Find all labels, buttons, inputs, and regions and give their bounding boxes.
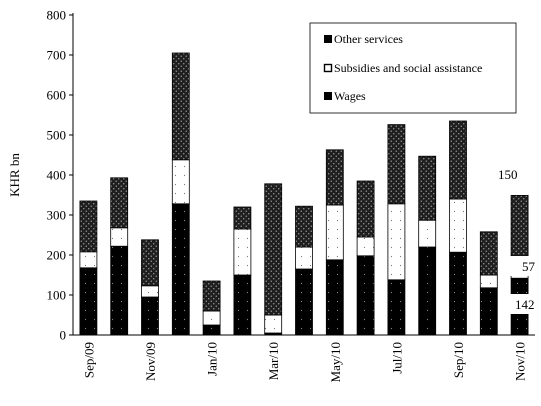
bar-subsidies-and-social-assistance-sep-09 xyxy=(79,251,98,269)
x-tick-label-nov-09: Nov/09 xyxy=(143,342,158,381)
bar-other-services-may-10 xyxy=(325,149,344,206)
y-tick-label-200: 200 xyxy=(47,248,67,263)
bar-wages-sep-10 xyxy=(449,251,467,336)
bar-subsidies-and-social-assistance-may-10 xyxy=(325,204,344,261)
bar-stack-aug-10 xyxy=(418,155,437,336)
y-tick-label-400: 400 xyxy=(47,168,67,183)
bar-other-services-dec-09 xyxy=(171,52,190,161)
legend-label-other-services: Other services xyxy=(334,32,403,46)
x-tick-label-may-10: May/10 xyxy=(328,342,343,382)
bar-subsidies-and-social-assistance-jan-10 xyxy=(202,310,221,326)
bar-stack-sep-10 xyxy=(449,120,467,336)
bar-stack-jun-10 xyxy=(356,180,375,336)
bar-wages-dec-09 xyxy=(171,203,190,336)
x-tick-label-mar-10: Mar/10 xyxy=(266,342,281,380)
legend-item-subsidies: Subsidies and social assistance xyxy=(323,61,482,75)
y-tick-label-600: 600 xyxy=(47,88,67,103)
legend-swatch-subsidies xyxy=(323,63,333,73)
bar-stack-may-10 xyxy=(325,149,344,336)
bar-stack-dec-09 xyxy=(171,52,190,336)
bar-other-services-oct-10 xyxy=(479,231,498,276)
bar-wages-jul-10 xyxy=(387,279,406,336)
bar-other-services-nov-10 xyxy=(510,194,529,256)
bar-stack-jan-10 xyxy=(202,280,221,336)
bar-stack-sep-09 xyxy=(79,200,98,336)
y-axis-label: KHR bn xyxy=(7,153,22,197)
bar-subsidies-and-social-assistance-dec-09 xyxy=(171,159,190,205)
bar-wages-jun-10 xyxy=(356,255,375,336)
legend-label-wages: Wages xyxy=(334,89,366,103)
bar-stack-oct-10 xyxy=(479,231,498,336)
annotation-other-services: 150 xyxy=(498,167,518,182)
y-tick-label-100: 100 xyxy=(47,288,67,303)
bar-wages-may-10 xyxy=(325,259,344,336)
bar-other-services-mar-10 xyxy=(264,183,283,316)
x-tick-label-jan-10: Jan/10 xyxy=(205,342,220,376)
x-tick-label-sep-10: Sep/10 xyxy=(451,342,466,378)
legend-swatch-other-services xyxy=(324,35,332,43)
legend-swatch-wages xyxy=(324,92,332,100)
bar-other-services-sep-10 xyxy=(449,120,467,200)
bar-other-services-aug-10 xyxy=(418,155,437,221)
x-tick-label-jul-10: Jul/10 xyxy=(389,342,404,374)
y-tick-label-700: 700 xyxy=(47,48,67,63)
bar-subsidies-and-social-assistance-oct-10 xyxy=(479,274,498,289)
y-tick-label-500: 500 xyxy=(47,128,67,143)
bar-subsidies-and-social-assistance-aug-10 xyxy=(418,219,437,248)
x-tick-label-sep-09: Sep/09 xyxy=(81,342,96,378)
bar-stack-mar-10 xyxy=(264,183,283,336)
bar-wages-sep-09 xyxy=(79,267,98,336)
bar-subsidies-and-social-assistance-oct-09 xyxy=(110,227,129,247)
bar-other-services-feb-10 xyxy=(233,206,252,230)
bar-other-services-sep-09 xyxy=(79,200,98,253)
legend-box xyxy=(309,22,517,114)
bar-wages-aug-10 xyxy=(418,246,437,336)
bar-stack-apr-10 xyxy=(295,205,313,336)
legend-label-subsidies: Subsidies and social assistance xyxy=(334,61,482,75)
bar-wages-oct-10 xyxy=(479,287,498,336)
annotation-subsidies-bg xyxy=(508,256,536,276)
bar-subsidies-and-social-assistance-feb-10 xyxy=(233,228,252,276)
bar-subsidies-and-social-assistance-nov-09 xyxy=(141,285,159,298)
annotation-wages: 142 xyxy=(515,297,535,312)
bar-other-services-jun-10 xyxy=(356,180,375,238)
bar-subsidies-and-social-assistance-apr-10 xyxy=(295,246,313,270)
bar-stack-jul-10 xyxy=(387,124,406,336)
bar-other-services-jul-10 xyxy=(387,124,406,205)
annotation-wages-bg xyxy=(508,294,538,314)
bar-subsidies-and-social-assistance-jun-10 xyxy=(356,236,375,257)
y-tick-label-800: 800 xyxy=(47,8,67,23)
y-tick-label-300: 300 xyxy=(47,208,67,223)
bar-subsidies-and-social-assistance-jul-10 xyxy=(387,203,406,281)
annotation-subsidies: 57 xyxy=(522,259,536,274)
legend-item-other-services: Other services xyxy=(324,32,403,46)
bar-wages-nov-09 xyxy=(141,296,159,336)
bar-wages-apr-10 xyxy=(295,268,313,336)
y-tick-label-0: 0 xyxy=(60,328,67,343)
bar-wages-oct-09 xyxy=(110,245,129,336)
bar-other-services-jan-10 xyxy=(202,280,221,312)
bar-stack-oct-09 xyxy=(110,177,129,336)
bar-other-services-oct-09 xyxy=(110,177,129,229)
bar-subsidies-and-social-assistance-sep-10 xyxy=(449,198,467,253)
bar-wages-jan-10 xyxy=(202,324,221,336)
legend: Other services Subsidies and social assi… xyxy=(309,22,517,114)
bar-other-services-nov-09 xyxy=(141,239,159,287)
bar-stack-feb-10 xyxy=(233,206,252,336)
bar-wages-feb-10 xyxy=(233,274,252,336)
legend-item-wages: Wages xyxy=(324,89,366,103)
bar-other-services-apr-10 xyxy=(295,205,313,248)
bar-subsidies-and-social-assistance-mar-10 xyxy=(264,314,283,334)
x-tick-label-nov-10: Nov/10 xyxy=(513,342,528,381)
bar-stack-nov-09 xyxy=(141,239,159,336)
